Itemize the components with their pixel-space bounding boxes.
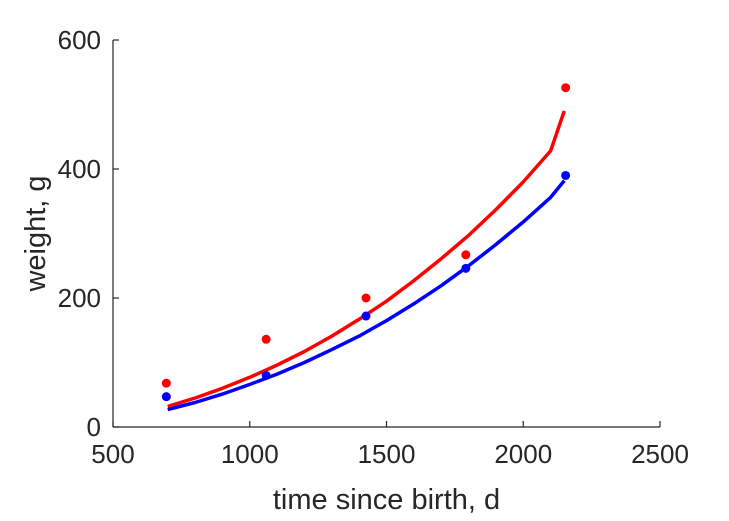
y-tick-label: 600 [58,25,101,55]
data-point [161,392,171,402]
y-tick-label: 0 [87,412,101,442]
axes: 500 1000 1500 2000 2500 0 200 400 600 [58,25,689,469]
y-tick-label: 200 [58,283,101,313]
x-tick-label: 2000 [494,439,552,469]
data-point [361,293,371,303]
x-tick-label: 1500 [358,439,416,469]
data-point [361,311,371,321]
x-tick-label: 1000 [221,439,279,469]
data-point [461,250,471,260]
data-point [261,334,271,344]
series-layer [161,83,571,412]
series-0 [161,83,571,409]
y-tick-label: 400 [58,154,101,184]
x-tick-label: 500 [91,439,134,469]
fit-curve [167,179,566,412]
y-axis-label: weight, g [20,175,52,292]
data-point [461,263,471,273]
fit-curve [167,110,566,409]
series-1 [161,170,571,412]
x-axis-label: time since birth, d [273,484,500,516]
data-point [261,370,271,380]
data-point [561,170,571,180]
data-point [161,378,171,388]
data-point [561,83,571,93]
x-tick-label: 2500 [631,439,689,469]
